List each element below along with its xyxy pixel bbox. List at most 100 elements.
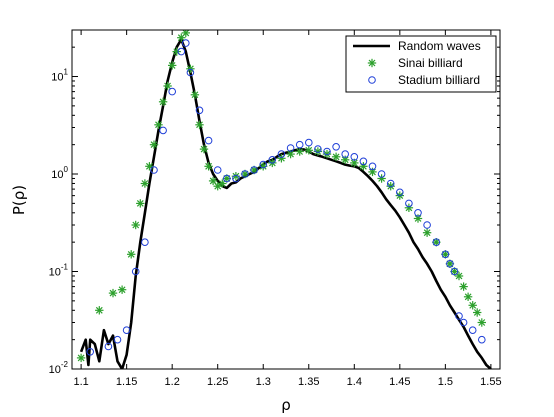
stadium-point <box>204 136 213 145</box>
stadium-point <box>150 166 158 174</box>
sinai-point <box>468 301 477 310</box>
stadium-point <box>350 153 359 161</box>
sinai-point <box>368 167 377 177</box>
y-tick-label: 100 <box>51 165 68 181</box>
stadium-point <box>232 174 240 183</box>
sinai-point <box>95 306 104 315</box>
stadium-point <box>177 47 186 56</box>
x-tick-label: 1.15 <box>116 376 137 388</box>
stadium-point <box>131 267 140 276</box>
stadium-point <box>423 221 431 229</box>
y-tick-label: 10-2 <box>49 360 69 376</box>
stadium-point <box>168 87 176 96</box>
x-tick-label: 1.1 <box>73 376 88 388</box>
stadium-point <box>414 209 422 217</box>
stadium-point <box>314 145 322 153</box>
sinai-point <box>213 182 222 191</box>
sinai-point <box>463 292 473 301</box>
sinai-point <box>459 282 468 291</box>
y-tick-label: 10-1 <box>49 263 69 279</box>
stadium-point <box>186 68 195 77</box>
x-tick-label: 1.5 <box>438 376 453 388</box>
stadium-point <box>368 162 377 171</box>
ticks-layer: 1.1 1.15 1.2 1.25 1.3 1.35 1.4 1.45 1.5 1.55 10-2 1… <box>49 29 502 388</box>
sinai-point <box>286 149 295 159</box>
stadium-point <box>268 156 277 164</box>
stadium-point <box>159 126 167 135</box>
legend-swatch-sinai <box>367 58 377 68</box>
sinai-point <box>145 162 154 171</box>
stadium-point <box>259 160 268 169</box>
stadium-point <box>446 260 454 268</box>
sinai-point <box>131 220 140 230</box>
stadium-point <box>405 199 413 208</box>
sinai-point <box>140 179 150 188</box>
stadium-point <box>455 312 463 320</box>
legend-swatch-stadium <box>368 76 376 84</box>
stadium-point <box>450 267 459 276</box>
sinai-point <box>477 318 486 327</box>
stadium-point <box>305 138 313 147</box>
sinai-point <box>108 288 118 298</box>
sinai-point <box>195 120 204 129</box>
stadium-point <box>250 166 258 174</box>
sinai-point <box>331 152 341 161</box>
plot-frame <box>71 29 501 370</box>
stadium-point <box>478 335 486 344</box>
series-line-random-waves <box>79 38 492 369</box>
sinai-point <box>190 90 200 99</box>
stadium-point <box>277 150 286 158</box>
stadium-point <box>386 179 395 188</box>
stadium-point <box>213 166 222 174</box>
y-axis-label: P(ρ) <box>10 185 28 215</box>
legend-label: Sinai billiard <box>398 56 463 70</box>
stadium-point <box>241 170 249 178</box>
sinai-point <box>454 271 464 281</box>
sinai-point <box>199 144 209 154</box>
stadium-point <box>104 342 113 351</box>
sinai-point <box>136 199 145 208</box>
stadium-point <box>396 188 404 197</box>
x-tick-label: 1.25 <box>207 376 228 388</box>
stadium-point <box>459 318 468 327</box>
stadium-point <box>332 143 340 151</box>
sinai-point <box>149 140 159 149</box>
stadium-point <box>432 238 441 246</box>
stadium-point <box>468 326 477 335</box>
x-tick-label: 1.55 <box>480 376 501 388</box>
sinai-point <box>295 147 304 156</box>
legend: Random waves Sinai billiard Stadium billia… <box>345 35 497 93</box>
stadium-point <box>341 150 350 158</box>
sinai-point <box>76 353 86 363</box>
stadium-point <box>122 326 131 335</box>
stadium-point <box>113 335 122 344</box>
stadium-point <box>86 348 94 356</box>
stadium-point <box>377 170 386 178</box>
sinai-point <box>117 285 127 294</box>
x-axis-label: ρ <box>281 396 291 414</box>
sinai-point <box>127 250 136 259</box>
sinai-point <box>204 162 213 171</box>
sinai-point <box>413 214 423 223</box>
sinai-point <box>322 149 332 159</box>
stadium-point <box>195 106 204 115</box>
stadium-point <box>141 238 149 246</box>
x-tick-label: 1.35 <box>298 376 319 388</box>
stadium-point <box>359 157 368 166</box>
series-layer <box>76 30 492 369</box>
x-tick-label: 1.45 <box>389 376 410 388</box>
sinai-point <box>168 61 177 70</box>
x-tick-label: 1.3 <box>256 376 271 388</box>
stadium-point <box>323 147 331 156</box>
sinai-point <box>163 81 172 91</box>
legend-label: Random waves <box>398 39 481 53</box>
sinai-point <box>304 146 313 155</box>
y-tick-label: 101 <box>51 68 68 84</box>
x-tick-label: 1.4 <box>347 376 362 388</box>
stadium-point <box>295 140 304 149</box>
stadium-point <box>223 174 231 183</box>
stadium-point <box>441 250 450 259</box>
sinai-point <box>350 158 359 168</box>
sinai-point <box>341 155 350 164</box>
